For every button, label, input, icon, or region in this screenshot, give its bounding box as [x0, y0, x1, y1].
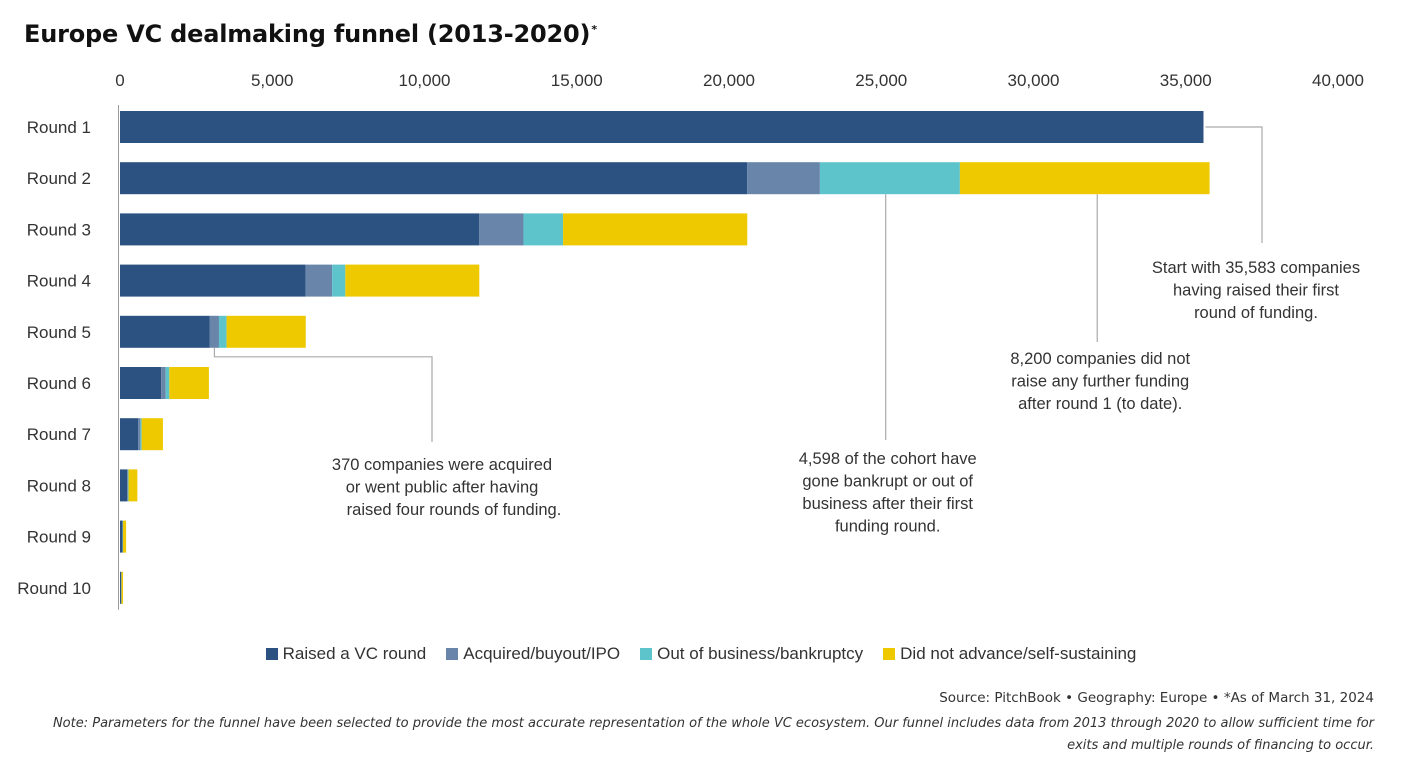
note: Note: Parameters for the funnel have bee…	[44, 713, 1374, 757]
legend-label: Did not advance/self-sustaining	[900, 644, 1137, 663]
bar-segment-4	[123, 520, 127, 553]
legend-label: Acquired/buyout/IPO	[463, 644, 621, 663]
legend-swatch	[265, 648, 278, 660]
annotation-line: business after their first	[802, 495, 973, 513]
x-tick-label: 15,000	[551, 71, 603, 90]
legend-item: Acquired/buyout/IPO	[446, 644, 620, 664]
bar-segment-1	[120, 315, 210, 348]
title-footnote-marker: *	[591, 23, 597, 36]
bar-segment-1	[120, 418, 139, 451]
x-tick-label: 20,000	[703, 71, 755, 90]
annotation-line: or went public after having	[346, 479, 539, 497]
legend-label: Out of business/bankruptcy	[657, 644, 864, 663]
x-tick-label: 30,000	[1008, 71, 1060, 90]
category-label: Round 8	[27, 476, 91, 495]
bar-segment-2	[138, 418, 141, 451]
annotation-line: funding round.	[835, 518, 941, 536]
legend: Raised a VC round Acquired/buyout/IPO Out …	[0, 644, 1402, 664]
bar-segment-1	[120, 213, 480, 246]
x-axis: 0 5,000 10,000 15,000 20,000 25,000 30,000 35,0…	[115, 71, 1364, 610]
category-label: Round 6	[27, 374, 91, 393]
bar-segment-3	[127, 469, 129, 502]
annotation-line: having raised their first	[1173, 282, 1339, 300]
bar-segment-2	[479, 213, 524, 246]
x-tick-label: 0	[115, 71, 124, 90]
bar-segment-3	[332, 264, 346, 297]
bar-segment-1	[120, 367, 162, 399]
legend-item: Did not advance/self-sustaining	[883, 644, 1136, 664]
bar-segment-2	[747, 162, 820, 195]
bar-segment-1	[120, 111, 1204, 143]
annotation-text: Start with 35,583 companies having raised…	[1152, 259, 1360, 322]
bar-segment-2	[209, 315, 219, 348]
annotation-line: 370 companies were acquired	[332, 456, 552, 474]
annotation-line: Start with 35,583 companies	[1152, 259, 1360, 277]
chart-title-text: Europe VC dealmaking funnel (2013-2020)	[24, 20, 591, 48]
chart-title: Europe VC dealmaking funnel (2013-2020)*	[24, 20, 597, 48]
x-tick-label: 10,000	[399, 71, 451, 90]
bar-segment-4	[226, 315, 306, 348]
bar-segment-2	[122, 520, 123, 553]
bar-segment-2	[305, 264, 333, 297]
category-label: Round 1	[27, 118, 91, 137]
source-line: Source: PitchBook • Geography: Europe • …	[939, 690, 1374, 706]
bar-segment-2	[127, 469, 128, 502]
note-label: Note:	[52, 716, 89, 731]
legend-swatch	[640, 648, 653, 660]
bar-segment-1	[120, 264, 306, 297]
bar-segment-4	[345, 264, 480, 297]
bar-segment-3	[140, 418, 142, 451]
bar-segment-3	[523, 213, 564, 246]
annotation-text: 370 companies were acquired or went publi…	[332, 456, 561, 519]
category-label: Round 10	[17, 579, 91, 598]
annotation-line: gone bankrupt or out of	[802, 473, 973, 491]
bar-segment-4	[169, 367, 209, 399]
note-text: Parameters for the funnel have been sele…	[88, 716, 1374, 753]
annotation-line: 8,200 companies did not	[1010, 350, 1190, 368]
legend-label: Raised a VC round	[282, 644, 427, 663]
annotation-line: 4,598 of the cohort have	[799, 450, 977, 468]
bar-segment-3	[819, 162, 960, 195]
bar-segment-4	[959, 162, 1210, 195]
bar-segment-4	[141, 418, 163, 451]
bar-segment-3	[122, 520, 124, 553]
category-label: Round 2	[27, 169, 91, 188]
annotation-text: 8,200 companies did not raise any further…	[1010, 350, 1190, 413]
bar-segment-4	[128, 469, 138, 502]
bars: Round 1 Round 2 Round 3 Round 4 Round 5 Round…	[17, 111, 1210, 604]
legend-item: Raised a VC round	[265, 644, 427, 664]
x-tick-label: 35,000	[1160, 71, 1212, 90]
bar-segment-4	[563, 213, 748, 246]
bar-segment-3	[218, 315, 227, 348]
annotation-line: raise any further funding	[1011, 373, 1189, 391]
legend-swatch	[883, 648, 896, 660]
category-label: Round 4	[27, 272, 91, 291]
bar-segment-1	[120, 162, 748, 195]
category-label: Round 7	[27, 425, 91, 444]
leader-line-start	[1205, 126, 1263, 243]
legend-swatch	[446, 648, 459, 660]
x-tick-label: 40,000	[1312, 71, 1364, 90]
category-label: Round 9	[27, 528, 91, 547]
x-tick-label: 5,000	[251, 71, 294, 90]
leader-line-acquired	[213, 347, 433, 442]
category-label: Round 3	[27, 220, 91, 239]
annotation-line: after round 1 (to date).	[1018, 395, 1182, 413]
annotation-leaders	[213, 126, 1263, 442]
annotation-line: raised four rounds of funding.	[347, 501, 562, 519]
bar-segment-3	[165, 367, 170, 399]
bar-segment-1	[120, 520, 123, 553]
bar-segment-1	[120, 469, 128, 502]
bar-segment-4	[121, 571, 124, 604]
bar-segment-1	[120, 571, 122, 604]
annotation-line: round of funding.	[1194, 304, 1318, 322]
legend-item: Out of business/bankruptcy	[640, 644, 863, 664]
funnel-chart: 0 5,000 10,000 15,000 20,000 25,000 30,000 35,0…	[17, 71, 1364, 610]
annotation-text: 4,598 of the cohort have gone bankrupt or…	[799, 450, 977, 536]
category-label: Round 5	[27, 323, 91, 342]
annotations: Start with 35,583 companies having raised…	[332, 259, 1360, 536]
x-tick-label: 25,000	[855, 71, 907, 90]
bar-segment-2	[161, 367, 166, 399]
